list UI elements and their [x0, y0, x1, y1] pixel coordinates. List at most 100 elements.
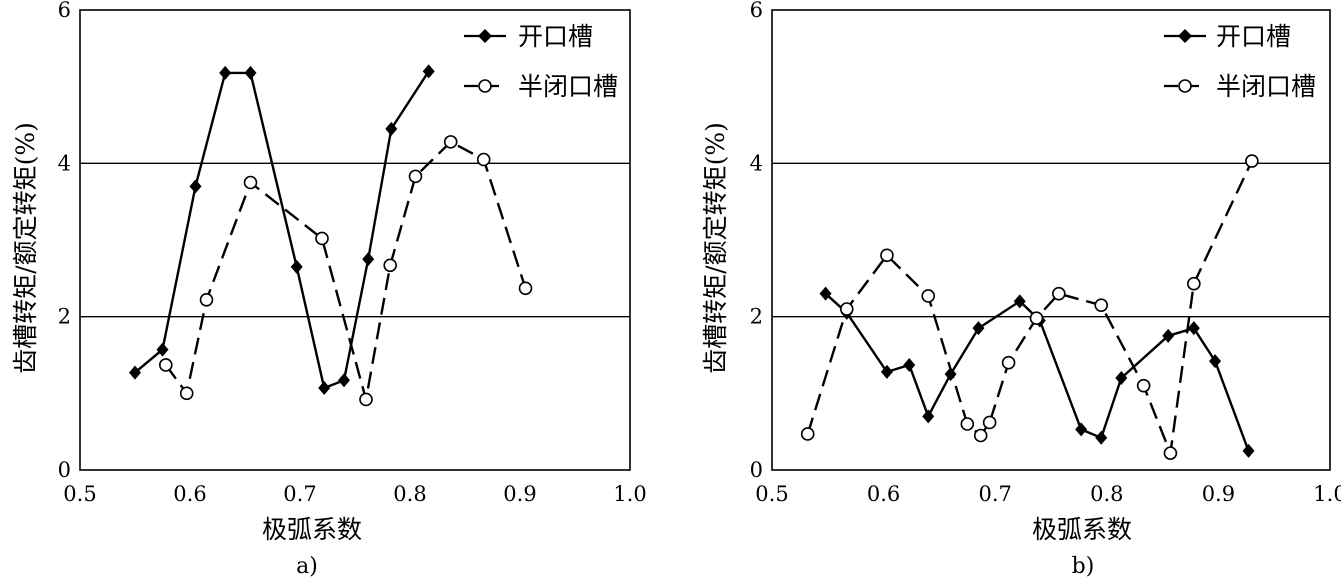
data-point-circle [800, 427, 815, 441]
y-tick-label: 0 [750, 458, 763, 482]
data-point-circle [1245, 154, 1259, 168]
data-point-diamond [290, 259, 303, 274]
circle-marker-icon [478, 79, 492, 93]
x-axis-title: 极弧系数 [262, 515, 362, 544]
chart-panel-a: 0.5 0.6 0.7 0.8 0.9 1.0 0 2 4 6 极弧系数 齿槽转矩/额定转矩(%… [11, 0, 647, 579]
panel-caption: a) [296, 554, 318, 579]
x-tick-label: 0.7 [978, 482, 1011, 506]
y-tick-label: 6 [750, 0, 763, 22]
data-point-diamond [338, 373, 350, 388]
data-point-circle [1001, 355, 1016, 370]
data-point-circle [383, 258, 398, 273]
data-point-diamond [129, 365, 141, 380]
data-point-circle [359, 392, 373, 407]
series-markers [800, 154, 1259, 460]
x-tick-label: 0.8 [1090, 482, 1123, 506]
data-point-diamond [972, 321, 985, 336]
y-ticks: 0 2 4 6 [750, 0, 763, 482]
data-point-circle [960, 417, 975, 431]
x-ticks: 0.5 0.6 0.7 0.8 0.9 1.0 [63, 482, 646, 506]
data-point-diamond [819, 286, 832, 301]
x-tick-label: 0.5 [63, 482, 96, 506]
legend-label: 半闭口槽 [518, 72, 618, 101]
data-point-circle [1163, 446, 1178, 460]
data-point-diamond [1209, 354, 1222, 369]
y-tick-label: 4 [750, 151, 763, 175]
panel-caption: b) [1072, 554, 1095, 579]
legend-item-semi-closed-slot: 半闭口槽 [464, 72, 618, 101]
data-point-circle [1094, 298, 1109, 312]
data-point-diamond [189, 179, 202, 194]
x-tick-label: 0.9 [1202, 482, 1235, 506]
data-point-circle [880, 248, 894, 263]
diamond-marker-icon [1178, 29, 1192, 43]
series-lines [134, 70, 527, 401]
data-point-diamond [1075, 422, 1088, 437]
gridlines [772, 162, 1330, 318]
y-axis-title: 齿槽转矩/额定转矩(%) [11, 122, 40, 374]
data-point-diamond [362, 252, 375, 267]
x-tick-label: 1.0 [613, 482, 646, 506]
data-point-circle [408, 169, 423, 184]
data-point-diamond [318, 380, 331, 395]
legend-label: 半闭口槽 [1216, 72, 1316, 101]
legend-label: 开口槽 [518, 22, 593, 51]
data-point-circle [1136, 378, 1151, 393]
data-point-circle [1052, 286, 1066, 301]
circle-marker-icon [1178, 79, 1192, 93]
y-tick-label: 2 [58, 305, 71, 329]
x-tick-label: 0.5 [755, 482, 788, 506]
data-point-diamond [1095, 430, 1108, 445]
data-point-diamond [1115, 371, 1128, 385]
x-tick-label: 0.9 [503, 482, 536, 506]
y-tick-label: 2 [750, 305, 763, 329]
data-point-diamond [422, 64, 435, 79]
data-point-diamond [1162, 328, 1175, 343]
x-tick-label: 0.8 [393, 482, 426, 506]
data-point-diamond [1187, 321, 1200, 336]
legend: 开口槽 半闭口槽 [1164, 22, 1316, 101]
x-tick-label: 0.6 [867, 482, 900, 506]
series-markers [129, 64, 533, 407]
x-tick-label: 0.6 [173, 482, 206, 506]
series-line-open-slot [134, 70, 430, 390]
data-point-diamond [244, 65, 257, 80]
series-line-semi-closed-slot [164, 140, 527, 401]
data-point-diamond [880, 364, 893, 379]
legend-item-open-slot: 开口槽 [1164, 22, 1291, 51]
x-axis-title: 极弧系数 [1032, 515, 1132, 544]
data-point-diamond [1242, 443, 1255, 458]
legend-item-semi-closed-slot: 半闭口槽 [1164, 72, 1316, 101]
y-ticks: 0 2 4 6 [58, 0, 71, 482]
series-lines [806, 160, 1253, 455]
y-tick-label: 6 [58, 0, 71, 22]
series-line-open-slot [824, 292, 1250, 452]
data-point-circle [839, 302, 854, 316]
data-point-circle [443, 135, 458, 149]
data-point-circle [973, 428, 988, 443]
data-point-circle [921, 289, 936, 303]
data-point-diamond [385, 121, 398, 136]
x-ticks: 0.5 0.6 0.7 0.8 0.9 1.0 [755, 482, 1341, 506]
data-point-circle [982, 415, 997, 430]
data-point-circle [1187, 276, 1201, 291]
y-tick-label: 0 [58, 458, 71, 482]
data-point-circle [199, 292, 214, 307]
data-point-diamond [219, 65, 232, 80]
data-point-circle [518, 281, 533, 296]
data-point-circle [315, 231, 329, 246]
data-point-diamond [1013, 294, 1026, 309]
data-point-circle [476, 152, 491, 167]
gridlines [80, 162, 630, 318]
data-point-diamond [156, 342, 169, 357]
legend-item-open-slot: 开口槽 [464, 22, 593, 51]
y-tick-label: 4 [58, 151, 71, 175]
series-line-semi-closed-slot [806, 160, 1253, 455]
data-point-diamond [903, 357, 916, 372]
data-point-diamond [922, 409, 935, 424]
chart-panel-b: 0.5 0.6 0.7 0.8 0.9 1.0 0 2 4 6 极弧系数 齿槽转矩/额定转矩(%… [701, 0, 1341, 579]
y-axis-title: 齿槽转矩/额定转矩(%) [701, 122, 730, 374]
legend-label: 开口槽 [1216, 22, 1291, 51]
x-tick-label: 0.7 [283, 482, 316, 506]
